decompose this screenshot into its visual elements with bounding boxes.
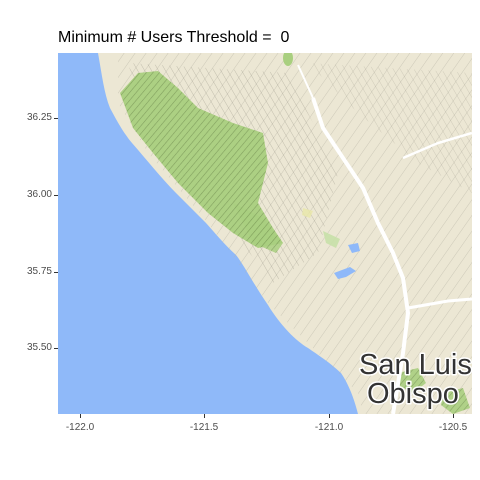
y-tick-label: 36.25: [26, 112, 52, 123]
x-tick-label: -120.5: [438, 422, 468, 433]
y-tick-label: 35.50: [26, 342, 52, 353]
y-tick-mark: [54, 118, 58, 119]
x-tick-label: -121.5: [189, 422, 219, 433]
x-tick-label: -122.0: [65, 422, 95, 433]
x-tick-mark: [80, 414, 81, 418]
y-tick-label: 35.75: [26, 266, 52, 277]
y-tick-label: 36.00: [26, 189, 52, 200]
place-label-line2: Obispo: [367, 378, 459, 410]
vegetation-area: [120, 71, 283, 248]
y-tick-mark: [54, 272, 58, 273]
plot-title: Minimum # Users Threshold = 0: [58, 29, 290, 46]
x-tick-mark: [453, 414, 454, 418]
place-label-line1: San Luis: [359, 349, 472, 381]
map-panel[interactable]: San Luis Obispo: [58, 53, 472, 414]
x-tick-label: -121.0: [314, 422, 344, 433]
x-tick-mark: [204, 414, 205, 418]
x-tick-mark: [329, 414, 330, 418]
y-tick-mark: [54, 195, 58, 196]
basemap: San Luis Obispo: [58, 53, 472, 414]
highway-101: [311, 97, 411, 414]
y-tick-mark: [54, 348, 58, 349]
